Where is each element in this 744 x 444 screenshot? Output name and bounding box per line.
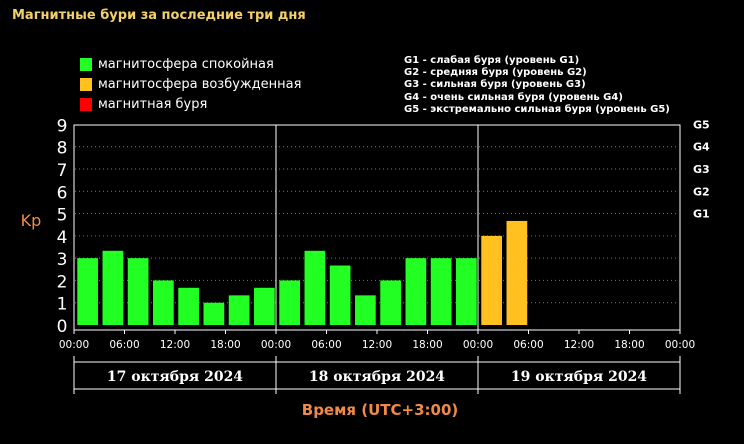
x-tick-label: 18:00 xyxy=(412,339,442,351)
y-tick-label: 4 xyxy=(57,228,68,248)
y-tick-label: 0 xyxy=(57,317,68,337)
day-label: 19 октября 2024 xyxy=(511,369,647,385)
g-tick-label: G1 xyxy=(693,208,710,221)
y-tick-label: 7 xyxy=(57,161,68,181)
legend-item-storm: магнитная буря xyxy=(80,94,301,114)
kp-bar xyxy=(430,258,452,325)
y-tick-label: 5 xyxy=(57,206,68,226)
g-legend-g2: G2 - средняя буря (уровень G2) xyxy=(404,67,587,79)
legend-swatch-calm xyxy=(80,57,92,71)
kp-bar xyxy=(77,258,98,325)
x-tick-label: 18:00 xyxy=(614,339,644,351)
g-legend-g3: G3 - сильная буря (уровень G3) xyxy=(404,79,586,91)
day-label: 18 октября 2024 xyxy=(309,369,445,385)
y-tick-label: 9 xyxy=(57,116,68,136)
y-axis-label: Kp xyxy=(21,211,42,230)
g-level-legend: G1 - слабая буря (уровень G1) G2 - средн… xyxy=(404,55,670,116)
y-tick-label: 3 xyxy=(57,250,68,270)
kp-bar xyxy=(456,258,477,325)
x-tick-label: 06:00 xyxy=(311,339,341,351)
y-tick-label: 2 xyxy=(57,272,68,292)
kp-bar xyxy=(203,302,225,325)
legend-label-calm: магнитосфера спокойная xyxy=(98,56,274,72)
g-tick-label: G4 xyxy=(693,141,710,154)
y-tick-label: 8 xyxy=(57,139,68,159)
x-tick-label: 00:00 xyxy=(665,339,695,351)
kp-bar xyxy=(329,265,351,325)
kp-bar xyxy=(380,280,401,325)
kp-bar xyxy=(481,235,502,325)
kp-bar xyxy=(279,280,300,325)
chart-title: Магнитные бури за последние три дня xyxy=(12,8,306,23)
g-tick-label: G2 xyxy=(693,185,710,198)
x-tick-label: 12:00 xyxy=(564,339,594,351)
legend-label-storm: магнитная буря xyxy=(98,96,208,112)
x-tick-label: 12:00 xyxy=(160,339,190,351)
y-tick-label: 6 xyxy=(57,183,68,203)
kp-bar xyxy=(228,295,250,325)
y-tick-label: 1 xyxy=(57,295,68,315)
x-tick-label: 12:00 xyxy=(362,339,392,351)
x-axis-label: Время (UTC+3:00) xyxy=(302,401,458,419)
x-tick-label: 18:00 xyxy=(210,339,240,351)
legend-swatch-excited xyxy=(80,77,92,91)
g-legend-g5: G5 - экстремально сильная буря (уровень … xyxy=(404,103,670,115)
x-tick-label: 06:00 xyxy=(513,339,543,351)
g-tick-label: G5 xyxy=(693,118,710,131)
kp-bar xyxy=(355,295,376,325)
kp-bar xyxy=(127,258,149,325)
kp-bar xyxy=(153,280,174,325)
kp-bar xyxy=(254,287,275,325)
kp-bar xyxy=(506,220,528,325)
legend-swatch-storm xyxy=(80,97,92,111)
g-legend-g1: G1 - слабая буря (уровень G1) xyxy=(404,55,580,66)
x-tick-label: 00:00 xyxy=(59,339,89,351)
x-tick-label: 06:00 xyxy=(109,339,139,351)
kp-bar xyxy=(102,250,124,325)
kp-bar xyxy=(178,287,199,325)
kp-bar xyxy=(405,258,427,325)
g-legend-g4: G4 - очень сильная буря (уровень G4) xyxy=(404,91,623,103)
kp-bar xyxy=(304,250,326,325)
g-tick-label: G3 xyxy=(693,163,710,176)
legend-item-calm: магнитосфера спокойная xyxy=(80,54,301,74)
legend-label-excited: магнитосфера возбужденная xyxy=(98,76,302,92)
x-tick-label: 00:00 xyxy=(261,339,291,351)
status-legend: магнитосфера спокойная магнитосфера возб… xyxy=(80,54,301,114)
day-label: 17 октября 2024 xyxy=(107,369,243,385)
legend-item-excited: магнитосфера возбужденная xyxy=(80,74,301,94)
x-tick-label: 00:00 xyxy=(463,339,493,351)
